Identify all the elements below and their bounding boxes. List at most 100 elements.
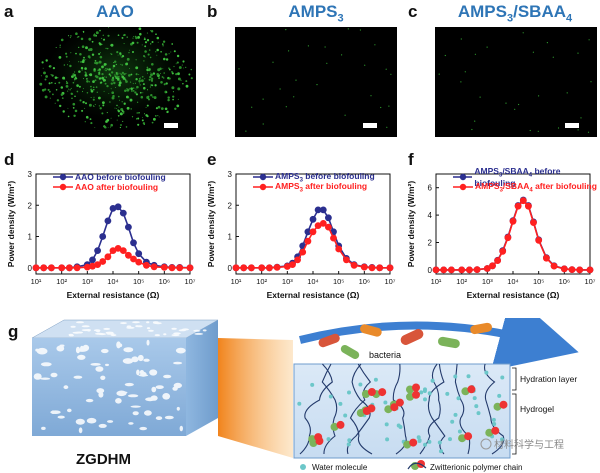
fluorescent-spot — [295, 79, 297, 81]
fluorescent-spot — [474, 120, 476, 122]
fluorescent-spot — [103, 125, 107, 129]
fluorescent-spot — [82, 78, 84, 80]
fluorescent-spot — [119, 112, 123, 116]
pore — [90, 363, 101, 366]
fluorescent-spot — [69, 61, 70, 62]
cation-group — [464, 432, 473, 441]
fluorescent-spot — [176, 61, 179, 64]
fluorescent-spot — [101, 67, 103, 69]
cation-group — [362, 407, 371, 415]
fluorescent-spot — [126, 88, 130, 92]
fluorescent-spot — [146, 104, 149, 107]
fluorescent-spot — [60, 86, 64, 89]
water-molecule — [383, 400, 388, 405]
water-molecule — [419, 390, 424, 395]
data-point — [273, 264, 281, 271]
fluorescent-spot — [145, 106, 147, 108]
fluorescent-spot — [135, 93, 139, 96]
data-point — [135, 258, 143, 266]
cation-group — [336, 420, 345, 429]
fluorescent-spot — [99, 107, 102, 110]
fluorescent-spot — [61, 97, 64, 99]
legend-d-before: AAO before biofouling — [53, 172, 166, 182]
fluorescent-spot — [58, 81, 61, 84]
fluorescent-spot — [81, 109, 84, 112]
fluorescent-spot — [160, 81, 163, 84]
fluorescent-spot — [107, 127, 109, 129]
fluorescent-spot — [164, 107, 168, 111]
pore — [151, 386, 157, 393]
data-point — [94, 261, 101, 268]
fluorescent-spot — [79, 99, 82, 102]
pore — [162, 393, 171, 400]
fluorescent-spot — [154, 115, 157, 117]
fluorescent-spot — [65, 81, 69, 85]
data-point — [360, 263, 368, 271]
fluorescent-spot — [130, 108, 132, 110]
fluorescent-spot — [95, 31, 99, 35]
pore — [179, 425, 183, 432]
pore — [100, 375, 106, 380]
fluorescent-spot — [557, 127, 560, 129]
fluorescent-spot — [128, 67, 131, 70]
fluorescent-spot — [123, 43, 125, 45]
fluorescent-spot — [122, 34, 125, 36]
data-point — [304, 237, 312, 245]
y-tick-label: 0 — [428, 266, 433, 275]
legend-d: AAO before biofouling AAO after biofouli… — [53, 172, 166, 192]
pore — [140, 371, 147, 377]
fluorescent-spot — [43, 71, 46, 75]
fluorescent-spot — [552, 56, 554, 58]
data-point — [330, 234, 337, 242]
x-tick-label: 10² — [256, 277, 267, 286]
fluorescent-spot — [58, 56, 62, 59]
fluorescent-spot — [150, 72, 152, 74]
water-molecule — [456, 396, 461, 401]
data-point — [543, 254, 550, 262]
fluorescent-spot — [150, 77, 154, 80]
cation-group — [491, 426, 500, 435]
x-tick-label: 10³ — [482, 277, 493, 286]
fluorescent-spot — [84, 67, 87, 70]
fluorescent-spot — [162, 45, 164, 47]
fluorescent-spot — [164, 53, 168, 56]
x-tick-label: 10³ — [82, 277, 93, 286]
pore — [123, 347, 134, 353]
fluorescent-spot — [135, 59, 137, 61]
pore — [171, 327, 177, 330]
fluorescent-spot — [81, 90, 84, 93]
fluorescent-spot — [44, 95, 48, 99]
panel-label-b: b — [207, 2, 218, 21]
micrograph-amps3 — [235, 27, 397, 137]
fluorescent-spot — [157, 115, 159, 117]
fluorescent-spot — [137, 123, 140, 126]
pore — [171, 334, 180, 337]
fluorescent-spot — [285, 29, 287, 31]
water-molecule — [474, 404, 479, 409]
data-point — [73, 264, 81, 272]
fluorescent-spot — [88, 103, 92, 107]
fluorescent-spot — [156, 48, 159, 52]
x-tick-label: 10¹ — [431, 277, 442, 286]
legend-e-after: AMPS3 after biofouling — [253, 181, 375, 193]
bacteria-label: bacteria — [369, 350, 401, 360]
series-line — [436, 198, 590, 271]
x-tick-label: 10⁷ — [584, 277, 595, 286]
fluorescent-spot — [110, 88, 112, 90]
fluorescent-spot — [67, 115, 70, 118]
legend-f-after: AMPS3/SBAA4 after biofouling — [453, 181, 600, 193]
fluorescent-spot — [158, 116, 160, 118]
fluorescent-spot — [156, 36, 160, 40]
fluorescent-spot — [125, 95, 129, 99]
pore — [147, 329, 154, 332]
data-point — [232, 264, 240, 272]
fluorescent-spot — [101, 43, 103, 45]
fluorescent-spot — [109, 75, 112, 77]
fluorescent-spot — [123, 73, 126, 76]
fluorescent-spot — [149, 56, 152, 59]
fluorescent-spot — [505, 102, 507, 104]
fluorescent-spot — [119, 80, 122, 82]
fluorescent-spot — [147, 98, 151, 101]
fluorescent-spot — [137, 117, 140, 120]
fluorescent-spot — [90, 48, 93, 51]
